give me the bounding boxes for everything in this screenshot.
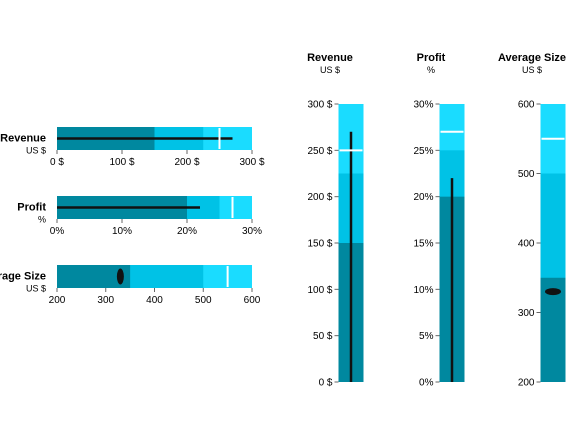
v-revenue-subtitle: US $ <box>320 65 340 75</box>
h-revenue-tick-label: 200 $ <box>174 157 199 168</box>
h-average-size-subtitle: US $ <box>26 284 46 294</box>
v-revenue-tick-label: 250 $ <box>307 146 332 157</box>
h-revenue-tick-label: 0 $ <box>50 157 64 168</box>
h-average-size-measure-dot <box>116 268 124 285</box>
v-average-size-title: Average Size <box>498 52 566 64</box>
h-average-size-tick-label: 200 <box>49 295 66 306</box>
h-revenue-subtitle: US $ <box>26 146 46 156</box>
h-profit-title: Profit <box>17 202 46 214</box>
v-average-size-tick-label: 300 <box>518 308 535 319</box>
v-revenue-tick-label: 150 $ <box>307 239 332 250</box>
h-average-size-tick-label: 600 <box>244 295 261 306</box>
v-profit-title: Profit <box>417 52 446 64</box>
h-profit-subtitle: % <box>38 215 46 225</box>
v-profit-tick-label: 5% <box>419 331 434 342</box>
v-average-size-measure-dot <box>545 288 561 296</box>
v-profit-tick-label: 0% <box>419 378 434 389</box>
v-profit-tick-label: 30% <box>413 100 433 111</box>
v-average-size-tick-label: 600 <box>518 100 535 111</box>
h-average-size-band-1 <box>57 265 131 288</box>
v-revenue-tick-label: 300 $ <box>307 100 332 111</box>
v-profit-tick-label: 20% <box>413 192 433 203</box>
v-profit-tick-label: 10% <box>413 285 433 296</box>
v-profit-tick-label: 15% <box>413 239 433 250</box>
h-revenue-tick-label: 100 $ <box>109 157 134 168</box>
h-profit-tick-label: 20% <box>177 226 197 237</box>
v-revenue-tick-label: 0 $ <box>319 378 333 389</box>
h-average-size-title: Average Size <box>0 271 46 283</box>
v-average-size-subtitle: US $ <box>522 65 542 75</box>
v-average-size-tick-label: 200 <box>518 378 535 389</box>
v-revenue-tick-label: 100 $ <box>307 285 332 296</box>
v-revenue-tick-label: 50 $ <box>313 331 333 342</box>
h-revenue-tick-label: 300 $ <box>239 157 264 168</box>
h-profit-tick-label: 30% <box>242 226 262 237</box>
h-profit-tick-label: 0% <box>50 226 65 237</box>
h-average-size-tick-label: 300 <box>97 295 114 306</box>
v-profit-tick-label: 25% <box>413 146 433 157</box>
h-profit-tick-label: 10% <box>112 226 132 237</box>
v-revenue-title: Revenue <box>307 52 353 64</box>
v-average-size-tick-label: 400 <box>518 239 535 250</box>
h-average-size-tick-label: 400 <box>146 295 163 306</box>
v-average-size-tick-label: 500 <box>518 169 535 180</box>
h-revenue-title: Revenue <box>0 133 46 145</box>
v-revenue-tick-label: 200 $ <box>307 192 332 203</box>
v-profit-subtitle: % <box>427 65 435 75</box>
h-average-size-tick-label: 500 <box>195 295 212 306</box>
